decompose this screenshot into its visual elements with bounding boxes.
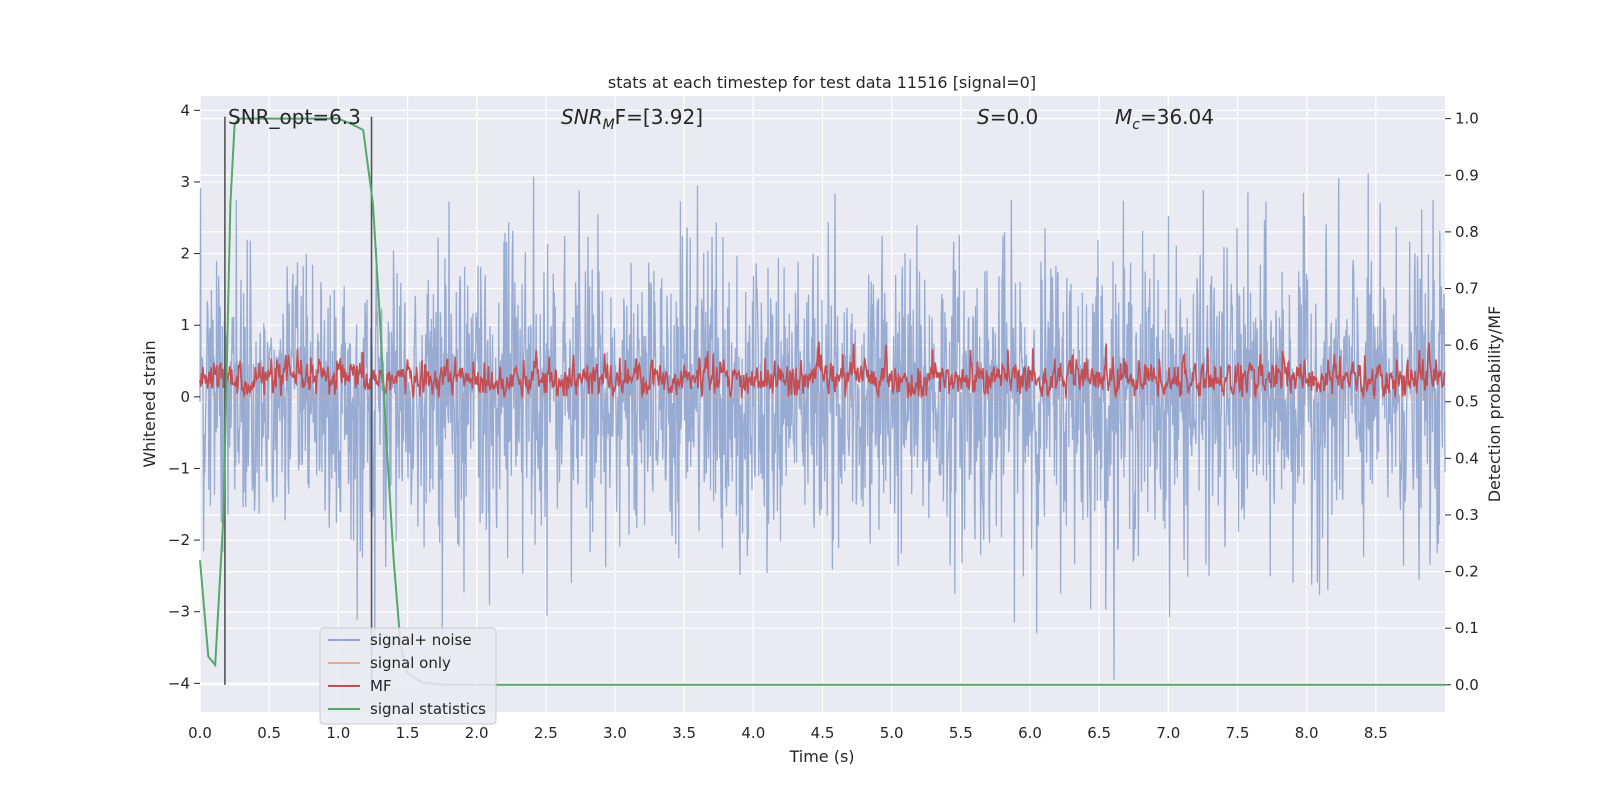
y-right-tick-label: 0.3 [1455,506,1479,524]
x-tick-label: 0.5 [257,724,281,742]
x-tick-label: 5.5 [949,724,973,742]
series-signal-noise [199,173,1446,680]
snr-mf-base: SNR [561,105,603,129]
y-right-tick-label: 0.1 [1455,619,1479,637]
mc-value: =36.04 [1140,105,1214,129]
y-tick-label: 3 [180,173,190,191]
y-tick-label: −2 [168,531,190,549]
snr-mf-sub: M [603,117,615,133]
noise-line [199,173,1446,680]
y-right-tick-label: 1.0 [1455,110,1479,128]
mc-base: M [1115,105,1132,129]
mf-line [199,341,1446,399]
annotation-snr-opt: SNR_opt=6.3 [228,105,361,129]
x-axis-label: Time (s) [788,747,854,766]
x-tick-label: 7.0 [1156,724,1180,742]
chart-title: stats at each timestep for test data 115… [608,73,1036,92]
legend-box [319,627,497,725]
y-axis-ticks: −4 −3 −2 −1 0 1 2 3 4 [168,101,200,692]
x-tick-label: 7.5 [1226,724,1250,742]
legend: signal+ noise signal only MF signal stat… [319,627,497,725]
legend-label-signal: signal only [370,654,451,672]
annotation-mc: Mc=36.04 [1115,105,1214,133]
x-tick-label: 3.5 [672,724,696,742]
y-tick-label: 0 [180,388,190,406]
y-tick-label: −3 [168,603,190,621]
x-tick-label: 3.0 [603,724,627,742]
x-tick-label: 0.0 [188,724,212,742]
series-mf [199,341,1446,399]
x-tick-label: 5.0 [880,724,904,742]
x-tick-label: 1.0 [326,724,350,742]
x-tick-label: 4.5 [811,724,835,742]
mc-sub: c [1132,117,1140,133]
x-tick-label: 8.0 [1295,724,1319,742]
y-right-tick-label: 0.7 [1455,280,1479,298]
y-right-tick-label: 0.5 [1455,393,1479,411]
x-axis-ticks: 0.0 0.5 1.0 1.5 2.0 2.5 3.0 3.5 4.0 4.5 5.0 5.5 6.0 6… [188,724,1388,742]
x-tick-label: 2.0 [465,724,489,742]
legend-label-mf: MF [370,677,392,695]
x-tick-label: 2.5 [534,724,558,742]
legend-label-stat: signal statistics [370,700,486,718]
y-tick-label: −4 [168,674,190,692]
annotation-s: S=0.0 [977,105,1038,129]
annotation-snr-mf: SNRMF=[3.92] [561,105,703,133]
snr-mf-rest: F=[3.92] [615,105,703,129]
s-italic: S [977,105,990,129]
x-tick-label: 8.5 [1364,724,1388,742]
y-tick-label: 1 [180,316,190,334]
y-tick-label: 4 [180,101,190,119]
y-right-tick-label: 0.0 [1455,676,1479,694]
y-right-tick-label: 0.9 [1455,166,1479,184]
y-right-tick-label: 0.2 [1455,563,1479,581]
x-tick-label: 4.0 [741,724,765,742]
x-tick-label: 6.0 [1018,724,1042,742]
y-right-axis-ticks: 0.0 0.1 0.2 0.3 0.4 0.5 0.6 0.7 0.8 0.9 1.0 [1445,110,1479,694]
legend-label-noise: signal+ noise [370,631,472,649]
y-right-tick-label: 0.6 [1455,336,1479,354]
y-tick-label: −1 [168,459,190,477]
x-tick-label: 6.5 [1087,724,1111,742]
x-tick-label: 1.5 [396,724,420,742]
vertical-markers [224,116,373,685]
y-right-tick-label: 0.4 [1455,449,1479,467]
s-value: =0.0 [990,105,1039,129]
y-right-tick-label: 0.8 [1455,223,1479,241]
y-axis-label: Whitened strain [140,340,159,467]
y-right-axis-label: Detection probability/MF [1485,306,1504,503]
y-tick-label: 2 [180,245,190,263]
